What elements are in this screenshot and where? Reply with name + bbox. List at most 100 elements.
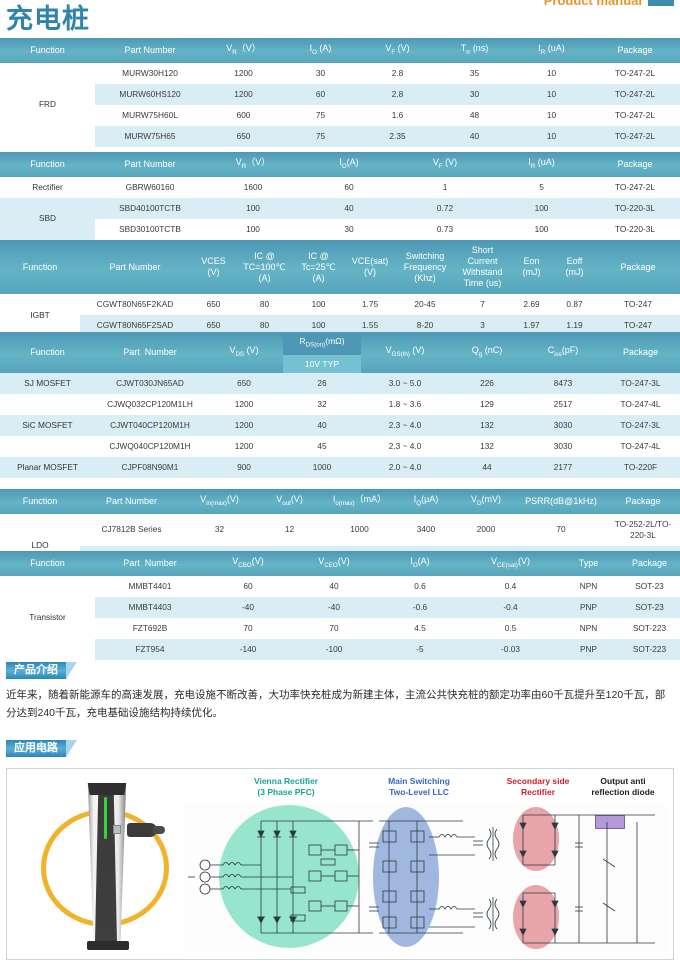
schematic-stage-titles: Vienna Rectifier (3 Phase PFC) Main Swit… <box>183 775 669 803</box>
cell-type: PNP <box>558 638 619 660</box>
cell-vin-max: 32 <box>183 513 256 546</box>
cell-vds: 650 <box>205 372 283 394</box>
cell-vd: 2000 <box>456 513 516 546</box>
cell-rdson: 32 <box>283 393 361 415</box>
label-llc-line1: Main Switching <box>388 776 450 786</box>
top-bar-accent-block <box>648 0 674 6</box>
cell-vf: 0.72 <box>397 197 493 219</box>
schematic-lines <box>188 814 655 944</box>
col-vcbo: VCBO(V) <box>205 551 291 576</box>
label-output-anti-reflection-diode: Output anti reflection diode <box>579 776 667 798</box>
pile-status-led <box>104 797 107 839</box>
cell-vf: 2.35 <box>359 125 436 147</box>
cell-part-number: MURW75H65 <box>95 125 205 147</box>
col-part-number: Part Number <box>80 489 183 514</box>
cell-vout: 12 <box>256 513 323 546</box>
col-part-number: Part Number <box>95 551 205 576</box>
cell-short-current: 7 <box>455 294 510 315</box>
rectifier-sbd-table: Function Part Number VR（V） IO(A) VF (V) … <box>0 152 680 240</box>
top-bar: Product manual <box>0 0 680 10</box>
cell-vf: 1 <box>397 176 493 198</box>
cell-part-number: MURW60HS120 <box>95 83 205 105</box>
col-package: Package <box>601 332 680 373</box>
circuit-banner: 应用电路 <box>6 740 77 757</box>
cell-vceo: -40 <box>291 596 377 618</box>
cell-vcbo: 60 <box>205 575 291 597</box>
cell-package: TO-247 <box>596 315 680 336</box>
cell-trr: 30 <box>436 83 513 105</box>
cell-vds: 900 <box>205 456 283 478</box>
cell-eoff: 0.87 <box>553 294 596 315</box>
highlight-vienna-stage <box>219 805 359 948</box>
cell-ir: 100 <box>493 197 590 219</box>
col-eoff: Eoff (mJ) <box>553 240 596 294</box>
frd-table: Function Part Number VR（V） IO (A) VF (V)… <box>0 38 680 147</box>
cell-io: -0.6 <box>377 596 463 618</box>
cell-type: PNP <box>558 596 619 618</box>
table-row: Planar MOSFET CJPF08N90M1 900 1000 2.0 ~… <box>0 456 680 478</box>
col-package: Package <box>590 152 680 177</box>
cell-io: 0.6 <box>377 575 463 597</box>
mosfet-table-block: Function Part Number VDS (V) RDS(on)(mΩ)… <box>0 332 680 478</box>
cell-vr: 1600 <box>205 176 301 198</box>
cell-rdson: 1000 <box>283 456 361 478</box>
col-qg: Qg (nC) <box>449 332 525 373</box>
cell-vce-sat: 1.55 <box>345 315 395 336</box>
cell-ciss: 2177 <box>525 456 601 478</box>
frd-table-block: Function Part Number VR（V） IO (A) VF (V)… <box>0 38 680 147</box>
col-eon: Eon (mJ) <box>510 240 553 294</box>
igbt-table-block: Function Part Number VCES (V) IC @ TC=100℃… <box>0 240 680 336</box>
col-short-current-withstand: Short Current Withstand Time (us) <box>455 240 510 294</box>
cell-vf: 0.73 <box>397 218 493 240</box>
cell-package: SOT-23 <box>619 596 680 618</box>
cell-trr: 48 <box>436 104 513 126</box>
charging-plug <box>127 823 157 837</box>
col-io: IO(A) <box>301 152 397 177</box>
cell-vcesat: 0.5 <box>463 617 558 639</box>
cell-rdson: 45 <box>283 435 361 457</box>
cell-package: SOT-223 <box>619 638 680 660</box>
cell-vds: 1200 <box>205 393 283 415</box>
cell-io: 30 <box>301 218 397 240</box>
cell-package: TO-247-4L <box>601 435 680 457</box>
col-iq: IQ(µA) <box>396 489 456 514</box>
table-row: FZT954 -140 -100 -5 -0.03 PNP SOT-223 <box>0 638 680 660</box>
col-type: Type <box>558 551 619 576</box>
col-vgsth: VGS(th) (V) <box>361 332 449 373</box>
cell-ir: 10 <box>513 125 590 147</box>
cell-vr: 600 <box>205 104 282 126</box>
col-function: Function <box>0 38 95 63</box>
cell-vf: 2.8 <box>359 62 436 84</box>
cell-vcesat: -0.03 <box>463 638 558 660</box>
cell-io: 40 <box>301 197 397 219</box>
cell-package: TO-247-2L <box>590 83 680 105</box>
label-sec-line1: Secondary side <box>506 776 570 786</box>
cell-vces: 650 <box>190 315 237 336</box>
cell-ir: 10 <box>513 62 590 84</box>
table-header-row: Function Part Number VCBO(V) VCEO(V) IO(… <box>0 551 680 576</box>
cell-package: SOT-23 <box>619 575 680 597</box>
col-vr: VR（V） <box>205 152 301 177</box>
cell-ic-100c: 80 <box>237 294 292 315</box>
table-row: CJWQ032CP120M1LH 1200 32 1.8 ~ 3.6 129 2… <box>0 393 680 415</box>
col-function: Function <box>0 489 80 514</box>
cell-switching-frequency: 8-20 <box>395 315 455 336</box>
table-header-row: Function Part Number VCES (V) IC @ TC=100℃… <box>0 240 680 294</box>
pile-front-panel <box>94 789 118 944</box>
mosfet-table: Function Part Number VDS (V) RDS(on)(mΩ)… <box>0 332 680 478</box>
cell-ciss: 3030 <box>525 435 601 457</box>
cell-part-number: CJWQ040CP120M1H <box>95 435 205 457</box>
col-ir: IR (uA) <box>513 38 590 63</box>
cell-part-number: FZT954 <box>95 638 205 660</box>
cell-ciss: 2517 <box>525 393 601 415</box>
cell-rdson: 40 <box>283 414 361 436</box>
col-ciss: Ciss(pF) <box>525 332 601 373</box>
cell-vceo: 70 <box>291 617 377 639</box>
cell-eon: 1.97 <box>510 315 553 336</box>
cell-package: TO-247-2L <box>590 104 680 126</box>
col-vce-sat: VCE(sat) (V) <box>345 240 395 294</box>
table-row: Rectifier GBRW60160 1600 60 1 5 TO-247-2… <box>0 176 680 198</box>
intro-paragraph: 近年来，随着新能源车的高速发展，充电设施不断改善，大功率快充桩成为新建主体，主流… <box>6 689 666 719</box>
col-io: IO(A) <box>377 551 463 576</box>
cell-io: 60 <box>282 83 359 105</box>
